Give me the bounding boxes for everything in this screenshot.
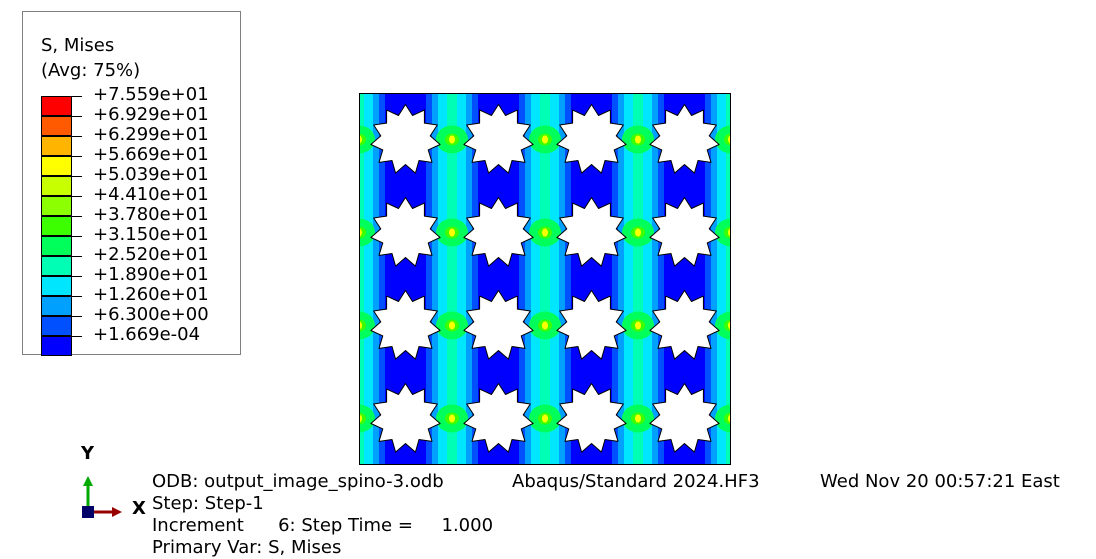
- legend-swatch: [41, 236, 72, 256]
- stress-peak: [542, 414, 548, 423]
- legend-value: +5.669e+01: [93, 144, 209, 165]
- stress-peak: [635, 135, 641, 144]
- legend-tick: [72, 156, 82, 157]
- star-hole: [556, 104, 627, 174]
- stress-peak: [449, 228, 455, 237]
- legend-tick: [72, 316, 82, 317]
- stress-hotspot: [359, 311, 375, 340]
- stress-hotspot: [715, 311, 731, 340]
- stress-peak: [449, 321, 455, 330]
- legend-tick: [72, 296, 82, 297]
- legend-value: +7.559e+01: [93, 84, 209, 105]
- legend-swatch: [41, 216, 72, 236]
- primary-var: Primary Var: S, Mises: [152, 537, 342, 558]
- stress-hotspot: [359, 404, 375, 433]
- y-arrow-head: [83, 476, 93, 486]
- star-hole: [649, 104, 720, 174]
- star-hole: [370, 290, 441, 360]
- star-hole: [370, 104, 441, 174]
- star-hole: [649, 197, 720, 267]
- stress-hotspot: [359, 125, 375, 154]
- legend-swatch: [41, 176, 72, 196]
- legend-value: +6.929e+01: [93, 104, 209, 125]
- star-hole: [370, 197, 441, 267]
- star-hole: [463, 197, 534, 267]
- legend-swatch: [41, 156, 72, 176]
- contour-plot: [359, 93, 731, 465]
- stress-band-core: [633, 93, 643, 465]
- stress-peak: [542, 228, 548, 237]
- legend-tick: [72, 136, 82, 137]
- legend-value: +6.299e+01: [93, 124, 209, 145]
- legend-swatch: [41, 256, 72, 276]
- star-hole: [649, 290, 720, 360]
- legend-value: +3.780e+01: [93, 204, 209, 225]
- legend-tick: [72, 336, 82, 337]
- legend-swatch: [41, 136, 72, 156]
- legend-swatch: [41, 96, 72, 116]
- stress-band-core: [359, 93, 364, 465]
- increment-info: Increment 6: Step Time = 1.000: [152, 515, 494, 536]
- timestamp: Wed Nov 20 00:57:21 East: [820, 471, 1060, 492]
- stress-peak: [542, 321, 548, 330]
- stress-hotspot: [715, 218, 731, 247]
- legend-tick: [72, 236, 82, 237]
- z-axis-marker: [82, 506, 94, 518]
- legend-box: S, Mises (Avg: 75%) +7.559e+01 +6.929e+01…: [22, 11, 241, 356]
- stress-peak: [449, 414, 455, 423]
- star-hole: [463, 104, 534, 174]
- legend-tick: [72, 176, 82, 177]
- stress-band-core: [447, 93, 457, 465]
- legend-value: +1.890e+01: [93, 264, 209, 285]
- stress-peak: [635, 228, 641, 237]
- solver-version: Abaqus/Standard 2024.HF3: [512, 471, 760, 492]
- legend-value: +2.520e+01: [93, 244, 209, 265]
- star-hole: [556, 383, 627, 453]
- legend-swatch: [41, 316, 72, 336]
- legend-value: +3.150e+01: [93, 224, 209, 245]
- step-info: Step: Step-1: [152, 493, 264, 514]
- legend-tick: [72, 276, 82, 277]
- stress-peak: [449, 135, 455, 144]
- star-hole: [556, 197, 627, 267]
- star-hole: [370, 383, 441, 453]
- legend-value: +5.039e+01: [93, 164, 209, 185]
- legend-swatch: [41, 336, 72, 356]
- legend-tick: [72, 216, 82, 217]
- legend-title: S, Mises: [41, 35, 115, 56]
- stress-band-core: [726, 93, 731, 465]
- legend-value: +1.260e+01: [93, 284, 209, 305]
- legend-value: +1.669e-04: [93, 324, 201, 345]
- odb-name: ODB: output_image_spino-3.odb: [152, 471, 444, 492]
- stress-peak: [635, 414, 641, 423]
- stress-hotspot: [359, 218, 375, 247]
- stress-hotspot: [715, 404, 731, 433]
- legend-tick: [72, 196, 82, 197]
- star-hole: [556, 290, 627, 360]
- legend-swatch: [41, 296, 72, 316]
- legend-tick: [72, 256, 82, 257]
- stress-peak: [635, 321, 641, 330]
- star-hole: [463, 383, 534, 453]
- stress-peak: [542, 135, 548, 144]
- legend-tick: [72, 116, 82, 117]
- legend-value: +6.300e+00: [93, 304, 209, 325]
- legend-swatch: [41, 196, 72, 216]
- axis-triad: Y X Z: [72, 442, 152, 522]
- legend-tick: [72, 96, 82, 97]
- model-outline: [359, 93, 731, 465]
- stress-band-core: [540, 93, 550, 465]
- triad-x-label: X: [132, 498, 146, 519]
- star-hole: [649, 383, 720, 453]
- legend-swatch: [41, 276, 72, 296]
- x-arrow-head: [112, 507, 122, 517]
- legend-value: +4.410e+01: [93, 184, 209, 205]
- triad-y-label: Y: [81, 443, 95, 464]
- stress-hotspot: [715, 125, 731, 154]
- legend-subtitle: (Avg: 75%): [41, 60, 141, 81]
- star-hole: [463, 290, 534, 360]
- legend-swatch: [41, 116, 72, 136]
